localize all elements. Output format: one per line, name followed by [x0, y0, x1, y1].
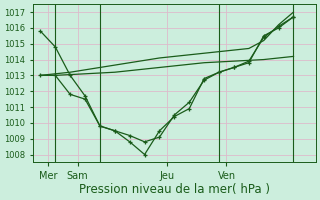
X-axis label: Pression niveau de la mer( hPa ): Pression niveau de la mer( hPa ): [79, 183, 270, 196]
